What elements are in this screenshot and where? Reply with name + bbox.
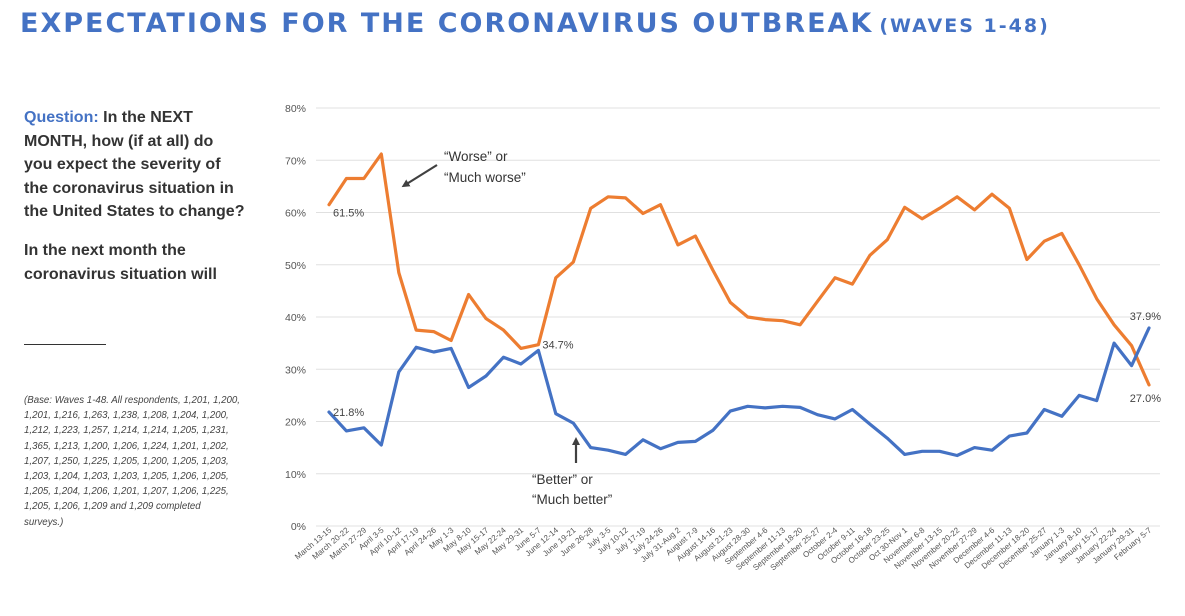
annotations: “Worse” or “Much worse” “Better” or “Muc… (401, 149, 612, 507)
y-tick-label: 80% (285, 103, 306, 115)
better-annotation-line-1: “Better” or (532, 472, 593, 487)
y-tick-label: 0% (291, 521, 306, 533)
y-tick-label: 60% (285, 208, 306, 220)
question-text: In the NEXT MONTH, how (if at all) do yo… (24, 109, 245, 221)
y-axis-ticks: 0% 10% 20% 30% 40% 50% 60% 70% 80% (285, 103, 306, 533)
better-annotation-line-2: “Much better” (532, 492, 612, 507)
worse-annotation-label: “Worse” or “Much worse” (444, 149, 526, 185)
title-sub: (WAVES 1-48) (879, 15, 1050, 37)
y-tick-label: 70% (285, 155, 306, 167)
y-tick-label: 40% (285, 312, 306, 324)
better-data-label: 34.7% (542, 339, 573, 351)
better-data-label: 37.9% (1130, 311, 1161, 323)
worse-series-line (327, 152, 1151, 387)
question-text-block: Question: In the NEXT MONTH, how (if at … (24, 106, 246, 224)
better-annotation-label: “Better” or “Much better” (532, 472, 612, 507)
data-labels: 61.5% 27.0% 21.8% 34.7% 37.9% (333, 208, 1161, 419)
question-prompt: In the next month the coronavirus situat… (24, 241, 217, 283)
better-data-label: 21.8% (333, 407, 364, 419)
base-note: (Base: Waves 1-48. All respondents, 1,20… (24, 395, 240, 528)
gridlines (316, 107, 1160, 527)
question-label: Question: (24, 109, 99, 126)
y-tick-label: 10% (285, 469, 306, 481)
title-main: EXPECTATIONS FOR THE CORONAVIRUS OUTBREA… (20, 8, 874, 39)
page-title: EXPECTATIONS FOR THE CORONAVIRUS OUTBREA… (20, 8, 1050, 39)
worse-data-label: 27.0% (1130, 393, 1161, 405)
worse-annotation-line-1: “Worse” or (444, 149, 508, 164)
question-block: Question: In the NEXT MONTH, how (if at … (24, 106, 246, 286)
worse-annotation-arrow (401, 164, 438, 188)
series-lines (327, 152, 1151, 458)
y-tick-label: 20% (285, 417, 306, 429)
y-tick-label: 30% (285, 364, 306, 376)
worse-annotation-line-2: “Much worse” (444, 170, 526, 185)
answer-blank-line (24, 344, 106, 345)
better-series-line (327, 326, 1151, 458)
worse-data-label: 61.5% (333, 208, 364, 220)
y-tick-label: 50% (285, 260, 306, 272)
